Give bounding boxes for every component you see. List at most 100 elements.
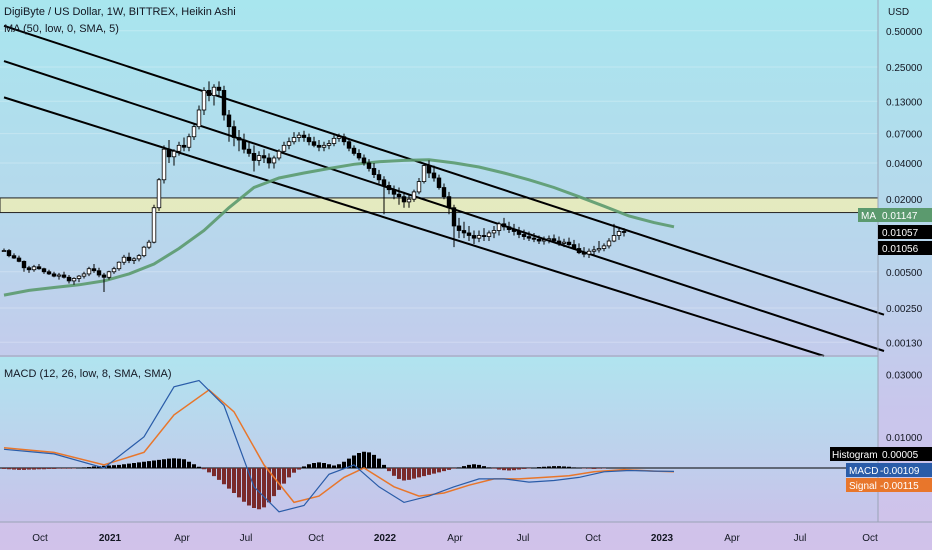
histogram-bar bbox=[162, 459, 166, 468]
histogram-bar bbox=[117, 464, 121, 468]
histogram-bar bbox=[172, 458, 176, 468]
histogram-bar bbox=[102, 465, 106, 468]
candle-body bbox=[401, 196, 407, 203]
candle-body bbox=[61, 274, 67, 278]
histogram-bar bbox=[577, 468, 581, 469]
histogram-bar bbox=[582, 468, 586, 469]
ma-indicator-label[interactable]: MA (50, low, 0, SMA, 5) bbox=[4, 23, 119, 35]
histogram-bar bbox=[667, 468, 671, 469]
histogram-bar bbox=[307, 464, 311, 468]
macd-pane[interactable] bbox=[0, 379, 878, 513]
candle-body bbox=[271, 157, 277, 164]
histogram-bar bbox=[402, 468, 406, 481]
price-low-badge: 0.01056 bbox=[882, 244, 919, 255]
price-tick-label: 0.00500 bbox=[886, 268, 923, 279]
histogram-bar bbox=[542, 466, 546, 468]
channel-line[interactable] bbox=[3, 96, 825, 357]
candle-body bbox=[511, 229, 517, 232]
channel-lines[interactable] bbox=[3, 24, 885, 357]
candle-body bbox=[246, 148, 252, 154]
histogram-bar bbox=[332, 465, 336, 468]
candle-body bbox=[21, 260, 27, 269]
candle-body bbox=[581, 252, 587, 255]
candle-body bbox=[491, 230, 497, 234]
candle-body bbox=[86, 268, 92, 275]
candle-body bbox=[306, 137, 312, 143]
currency-label: USD bbox=[888, 7, 909, 18]
candle-body bbox=[51, 273, 57, 277]
histogram-bar bbox=[587, 468, 591, 469]
histogram-bar bbox=[567, 466, 571, 468]
histogram-name-badge: Histogram bbox=[832, 450, 878, 461]
time-tick-label: Oct bbox=[585, 533, 601, 544]
candle-body bbox=[91, 268, 97, 272]
histogram-bar bbox=[387, 468, 391, 472]
histogram-value-badge: 0.00005 bbox=[882, 450, 919, 461]
signal-value-badge: -0.00115 bbox=[880, 481, 919, 492]
histogram-bar bbox=[187, 461, 191, 468]
histogram-bar bbox=[227, 468, 231, 489]
candle-body bbox=[71, 278, 77, 282]
candle-body bbox=[191, 126, 197, 138]
candle-body bbox=[591, 249, 597, 252]
ma-name-badge: MA bbox=[861, 211, 876, 222]
candle-body bbox=[461, 230, 467, 234]
channel-line[interactable] bbox=[3, 24, 885, 316]
histogram-bar bbox=[287, 468, 291, 478]
candle-body bbox=[11, 255, 17, 259]
histogram-bar bbox=[432, 468, 436, 474]
histogram-bar bbox=[602, 468, 606, 469]
candle-body bbox=[606, 240, 612, 247]
candle-body bbox=[31, 266, 37, 271]
candle-body bbox=[146, 241, 152, 248]
histogram-bar bbox=[202, 468, 206, 470]
candle-body bbox=[556, 240, 562, 244]
histogram-bar bbox=[447, 468, 451, 470]
time-tick-label: Jul bbox=[794, 533, 807, 544]
candle-body bbox=[196, 109, 202, 128]
candle-body bbox=[456, 225, 462, 231]
histogram-value-badge-bg bbox=[878, 447, 932, 461]
price-axis[interactable]: USD 0.500000.250000.130000.070000.040000… bbox=[877, 0, 923, 522]
histogram-bar bbox=[232, 468, 236, 493]
histogram-bar bbox=[112, 465, 116, 468]
candle-body bbox=[26, 267, 32, 271]
histogram-bar bbox=[267, 468, 271, 503]
price-tick-label: 0.13000 bbox=[886, 97, 923, 108]
histogram-bar bbox=[57, 468, 61, 469]
macd-value-badge-bg bbox=[878, 463, 932, 477]
signal-name-badge: Signal bbox=[849, 481, 877, 492]
candle-body bbox=[106, 271, 112, 278]
channel-line[interactable] bbox=[3, 60, 885, 352]
chart-legend: DigiByte / US Dollar, 1W, BITTREX, Heiki… bbox=[4, 6, 236, 380]
candle-body bbox=[391, 189, 397, 195]
time-tick-labels: Oct 2021 Apr Jul Oct 2022 Apr Jul Oct 2023 Apr Jul O… bbox=[32, 533, 878, 544]
time-tick-label: Oct bbox=[32, 533, 48, 544]
candle-body bbox=[431, 172, 437, 179]
histogram-bar bbox=[362, 451, 366, 468]
candle-body bbox=[371, 168, 377, 176]
histogram-bars bbox=[2, 451, 676, 510]
histogram-bar bbox=[247, 468, 251, 506]
candle-body bbox=[41, 268, 47, 273]
histogram-bar bbox=[422, 468, 426, 477]
time-axis[interactable]: Oct 2021 Apr Jul Oct 2022 Apr Jul Oct 2023 Apr Jul O… bbox=[0, 521, 932, 544]
histogram-bar bbox=[472, 464, 476, 468]
histogram-bar bbox=[357, 453, 361, 468]
histogram-bar bbox=[152, 460, 156, 468]
macd-indicator-label[interactable]: MACD (12, 26, low, 8, SMA, SMA) bbox=[4, 368, 172, 380]
histogram-bar bbox=[237, 468, 241, 498]
candle-body bbox=[56, 274, 62, 277]
histogram-bar bbox=[452, 468, 456, 469]
candle-body bbox=[446, 196, 452, 209]
candle-body bbox=[76, 275, 82, 279]
candle-body bbox=[316, 144, 322, 148]
histogram-bar bbox=[597, 468, 601, 469]
candle-body bbox=[481, 235, 487, 237]
candle-body bbox=[601, 245, 607, 249]
histogram-bar bbox=[417, 468, 421, 478]
candle-body bbox=[171, 150, 177, 158]
histogram-bar bbox=[662, 468, 666, 469]
candle-body bbox=[496, 223, 502, 231]
